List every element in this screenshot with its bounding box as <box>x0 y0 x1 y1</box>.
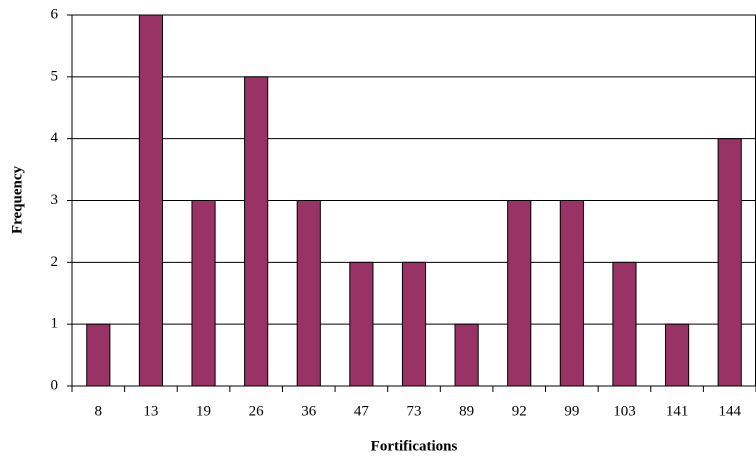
x-tick-label: 26 <box>249 403 265 419</box>
y-tick-label: 1 <box>51 316 59 332</box>
bar <box>612 261 637 387</box>
bar <box>454 323 479 387</box>
bar <box>296 200 321 387</box>
y-tick-label: 3 <box>51 192 59 208</box>
y-tick-label: 6 <box>51 6 59 22</box>
bar <box>507 200 532 387</box>
bar <box>244 76 269 387</box>
x-tick-label: 13 <box>143 403 158 419</box>
bar <box>86 323 111 387</box>
x-tick-label: 92 <box>512 403 527 419</box>
bar <box>349 261 374 387</box>
bar <box>191 200 216 387</box>
x-tick-label: 144 <box>718 403 741 419</box>
x-tick-label: 19 <box>196 403 211 419</box>
y-tick-label: 4 <box>51 130 59 146</box>
x-tick-label: 89 <box>459 403 474 419</box>
x-tick-label: 8 <box>95 403 103 419</box>
y-axis-title: Frequency <box>9 165 25 234</box>
x-tick-label: 36 <box>301 403 317 419</box>
bar <box>559 200 584 387</box>
bar <box>401 261 427 387</box>
bar <box>138 14 163 387</box>
bar <box>717 138 742 387</box>
x-tick-label: 99 <box>564 403 579 419</box>
y-tick-label: 5 <box>51 68 59 84</box>
y-tick-label: 0 <box>51 377 59 393</box>
x-tick-label: 47 <box>354 403 370 419</box>
x-tick-label: 103 <box>613 403 636 419</box>
bar <box>665 323 690 387</box>
x-axis-title: Fortifications <box>371 438 458 454</box>
x-tick-label: 141 <box>666 403 689 419</box>
y-tick-label: 2 <box>51 254 59 270</box>
x-tick-label: 73 <box>407 403 422 419</box>
